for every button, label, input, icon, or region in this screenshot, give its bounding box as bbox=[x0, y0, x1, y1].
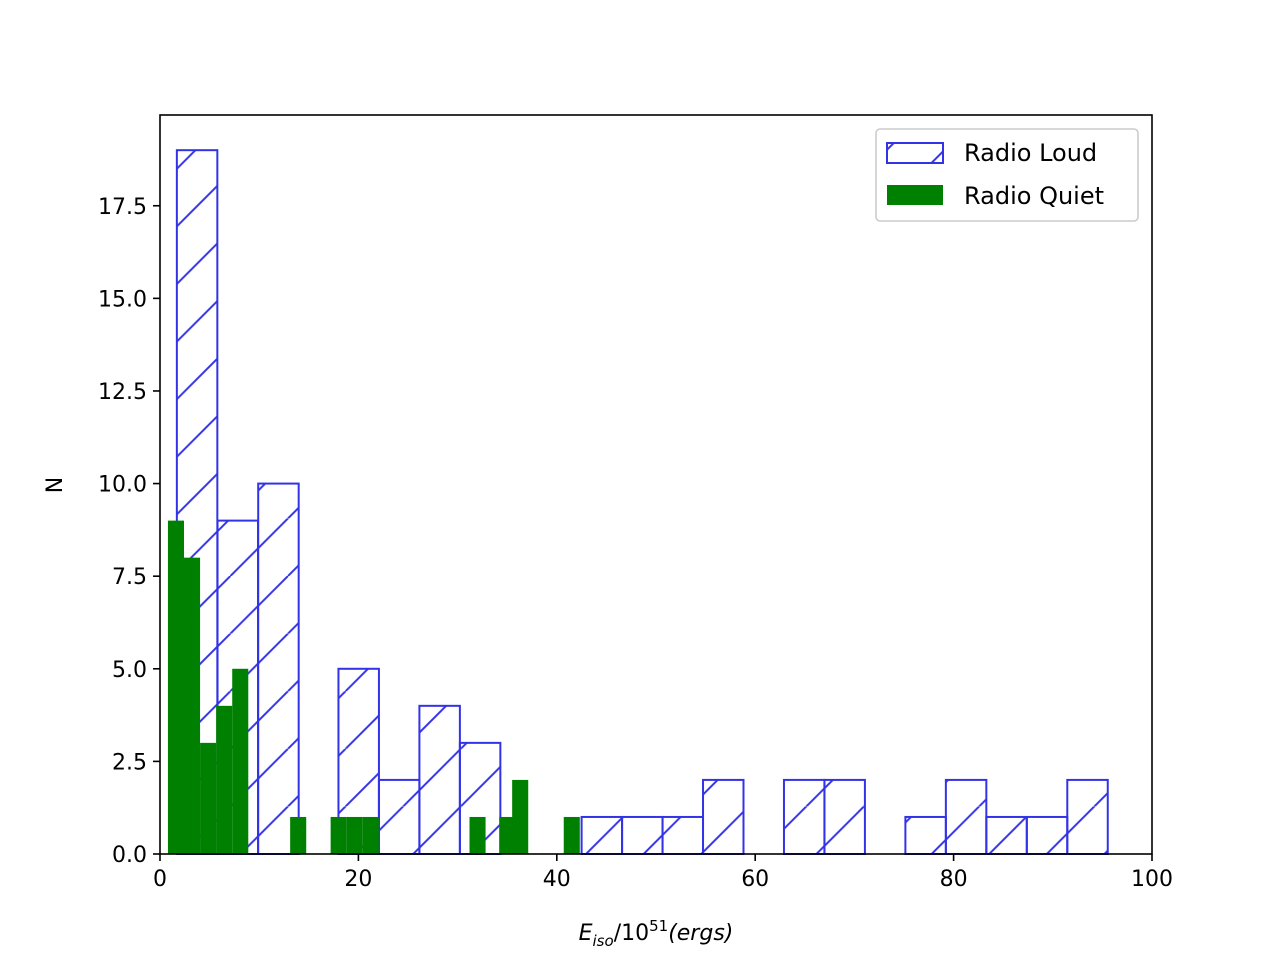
y-tick-label-7: 17.5 bbox=[98, 195, 147, 220]
bar-radio-quiet-12 bbox=[563, 816, 580, 854]
x-tick-label-0: 0 bbox=[153, 867, 167, 892]
bar-radio-loud-10 bbox=[702, 778, 745, 856]
bar-radio-quiet-3 bbox=[216, 705, 233, 854]
bar-radio-loud-14 bbox=[944, 778, 988, 856]
y-tick-label-2: 5.0 bbox=[112, 658, 147, 683]
x-tick-label-1: 20 bbox=[344, 867, 372, 892]
bar-radio-loud-15 bbox=[985, 815, 1028, 856]
radio-quiet-bars bbox=[167, 520, 580, 854]
plot-background bbox=[160, 115, 1152, 854]
bar-radio-loud-8 bbox=[621, 815, 664, 856]
bar-radio-loud-17 bbox=[1066, 778, 1109, 856]
bar-radio-quiet-1 bbox=[184, 557, 201, 854]
x-tick-label-2: 40 bbox=[543, 867, 571, 892]
bar-radio-quiet-4 bbox=[232, 668, 249, 854]
y-tick-label-6: 15.0 bbox=[98, 287, 147, 312]
bar-radio-quiet-2 bbox=[200, 742, 217, 854]
bar-radio-quiet-6 bbox=[330, 816, 347, 854]
bar-radio-loud-5 bbox=[418, 704, 461, 856]
legend-label-radio-quiet: Radio Quiet bbox=[964, 182, 1104, 210]
y-axis-ticks: 0.0 2.5 5.0 7.5 10.0 12.5 15.0 17.5 bbox=[98, 195, 160, 868]
legend: Radio Loud Radio Quiet bbox=[875, 128, 1139, 222]
y-tick-label-3: 7.5 bbox=[112, 565, 147, 590]
x-tick-label-5: 100 bbox=[1131, 867, 1173, 892]
x-tick-label-3: 60 bbox=[741, 867, 769, 892]
plot-frame bbox=[159, 114, 1153, 855]
bar-radio-loud-2 bbox=[257, 482, 300, 855]
y-tick-label-4: 10.0 bbox=[98, 473, 147, 498]
bar-radio-quiet-8 bbox=[362, 816, 379, 854]
legend-swatch-radio-loud bbox=[886, 142, 944, 164]
legend-label-radio-loud: Radio Loud bbox=[964, 139, 1097, 167]
bar-radio-quiet-10 bbox=[499, 816, 516, 854]
x-tick-label-4: 80 bbox=[940, 867, 968, 892]
bar-radio-loud-13 bbox=[904, 815, 947, 856]
y-tick-label-1: 2.5 bbox=[112, 750, 147, 775]
bar-radio-quiet-5 bbox=[290, 816, 307, 854]
y-tick-label-0: 0.0 bbox=[112, 843, 147, 868]
y-tick-label-5: 12.5 bbox=[98, 380, 147, 405]
bar-radio-loud-11 bbox=[782, 778, 826, 856]
y-axis-label: N bbox=[43, 477, 68, 493]
bar-radio-quiet-9 bbox=[469, 816, 486, 854]
bar-radio-loud-16 bbox=[1025, 815, 1069, 856]
x-axis-ticks: 0 20 40 60 80 100 bbox=[153, 854, 1173, 892]
x-axis-label: Eiso/1051(ergs) bbox=[579, 917, 734, 950]
bar-radio-loud-4 bbox=[377, 778, 421, 856]
legend-swatch-radio-quiet bbox=[887, 185, 943, 205]
bar-radio-loud-12 bbox=[823, 778, 866, 856]
bar-radio-loud-9 bbox=[661, 815, 705, 856]
bar-radio-loud-7 bbox=[580, 815, 624, 856]
bar-radio-quiet-0 bbox=[167, 520, 185, 854]
bar-radio-quiet-7 bbox=[346, 816, 363, 854]
bar-radio-quiet-11 bbox=[512, 779, 529, 854]
